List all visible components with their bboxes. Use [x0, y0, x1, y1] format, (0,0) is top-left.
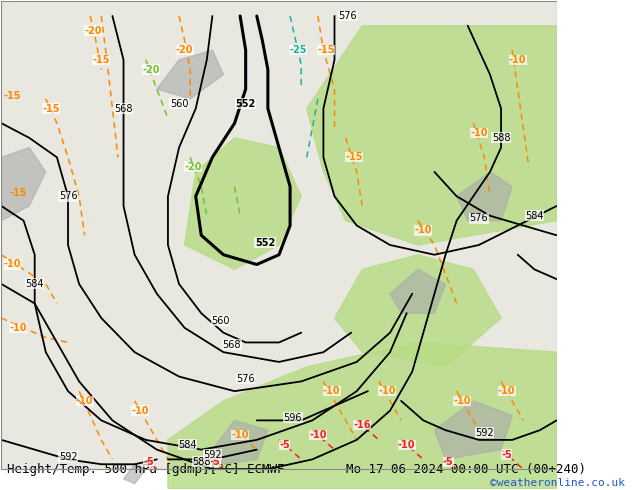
Text: -10: -10	[76, 396, 93, 406]
Polygon shape	[168, 343, 557, 489]
Text: -15: -15	[10, 188, 27, 198]
Text: 592: 592	[203, 449, 222, 460]
Text: -10: -10	[470, 128, 488, 138]
Text: -10: -10	[378, 386, 396, 396]
Text: -10: -10	[323, 386, 340, 396]
Text: 584: 584	[525, 211, 543, 221]
Polygon shape	[390, 270, 446, 313]
Polygon shape	[307, 26, 557, 245]
Polygon shape	[456, 172, 512, 220]
Polygon shape	[1, 147, 46, 220]
Text: -10: -10	[309, 430, 327, 440]
Text: 568: 568	[114, 103, 133, 114]
Polygon shape	[157, 50, 223, 99]
Text: -15: -15	[4, 91, 22, 101]
Text: 552: 552	[236, 98, 256, 109]
Polygon shape	[184, 138, 301, 270]
Text: -20: -20	[176, 45, 193, 55]
Text: -10: -10	[415, 225, 432, 235]
Text: 592: 592	[475, 428, 494, 438]
Polygon shape	[434, 401, 512, 460]
Text: -16: -16	[354, 420, 371, 430]
Text: -20: -20	[184, 162, 202, 172]
Text: -10: -10	[498, 386, 515, 396]
Text: ©weatheronline.co.uk: ©weatheronline.co.uk	[490, 478, 625, 488]
Text: -10: -10	[398, 440, 415, 450]
Text: -5: -5	[210, 457, 221, 467]
Text: -20: -20	[143, 65, 160, 74]
Text: -15: -15	[42, 103, 60, 114]
Text: -10: -10	[231, 430, 249, 440]
Text: -15: -15	[93, 55, 110, 65]
Text: 552: 552	[255, 238, 275, 247]
Polygon shape	[124, 464, 146, 484]
Text: -15: -15	[318, 45, 335, 55]
Text: 596: 596	[283, 413, 302, 423]
Text: -10: -10	[453, 396, 471, 406]
Text: 568: 568	[223, 340, 241, 350]
Text: 576: 576	[236, 374, 255, 384]
Text: -5: -5	[501, 449, 512, 460]
Polygon shape	[335, 255, 501, 367]
Text: 592: 592	[59, 452, 77, 462]
Text: 584: 584	[25, 279, 44, 289]
Text: 584: 584	[178, 440, 197, 450]
Text: -25: -25	[290, 45, 307, 55]
Text: -5: -5	[443, 457, 454, 467]
Text: 576: 576	[339, 11, 357, 21]
Text: 588: 588	[192, 457, 210, 467]
Text: 560: 560	[211, 316, 230, 325]
Text: 588: 588	[492, 133, 510, 143]
Text: 576: 576	[59, 191, 77, 201]
Text: Height/Temp. 500 hPa [gdmp][°C] ECMWF: Height/Temp. 500 hPa [gdmp][°C] ECMWF	[7, 464, 285, 476]
Text: -10: -10	[131, 406, 149, 416]
Text: -10: -10	[4, 260, 22, 270]
Text: -5: -5	[143, 457, 154, 467]
Polygon shape	[212, 420, 268, 464]
Text: Mo 17-06-2024 00:00 UTC (00+240): Mo 17-06-2024 00:00 UTC (00+240)	[346, 464, 586, 476]
Text: -10: -10	[509, 55, 526, 65]
Text: -5: -5	[279, 440, 290, 450]
Text: -20: -20	[84, 25, 101, 36]
Text: -15: -15	[345, 152, 363, 162]
Text: 560: 560	[170, 98, 188, 109]
Text: 576: 576	[470, 213, 488, 223]
Text: -10: -10	[10, 323, 27, 333]
